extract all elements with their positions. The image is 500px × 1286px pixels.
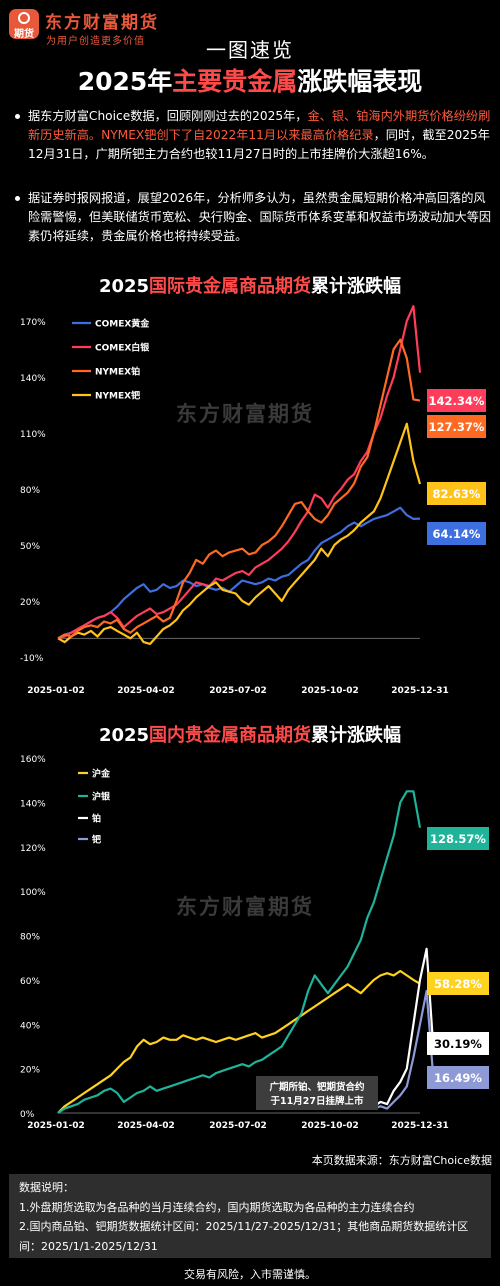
chart-1-legend-label: NYMEX钯 xyxy=(95,390,140,402)
chart-1-title-year: 2025 xyxy=(98,276,150,297)
risk-warning: 交易有风险，入市需谨慎。 xyxy=(184,1268,316,1281)
data-source: 本页数据来源：东方财富Choice数据 xyxy=(311,1154,492,1167)
chart-2-end-label: 16.49% xyxy=(434,1071,482,1085)
chart-2-y-tick: 120% xyxy=(20,844,46,854)
title-highlight: 主要贵金属 xyxy=(172,67,298,96)
chart-1-x-tick: 2025-01-02 xyxy=(27,686,85,696)
chart-2-end-label: 58.28% xyxy=(434,977,482,991)
chart-2-series-line xyxy=(373,989,435,1110)
chart-2-title: 2025国内贵金属商品期货累计涨跌幅 xyxy=(0,721,500,747)
paragraph-2: 据证券时报网报道，展望2026年，分析师多认为，虽然贵金属短期价格冲高回落的风险… xyxy=(14,189,492,246)
chart-2-x-tick: 2025-01-02 xyxy=(27,1121,85,1131)
chart-2-x-tick: 2025-10-02 xyxy=(301,1121,359,1131)
logo-mark-icon xyxy=(18,12,30,24)
chart-2-legend-label: 钯 xyxy=(92,834,101,846)
chart-1-end-label-box xyxy=(427,415,486,438)
kicker: 一图速览 xyxy=(206,38,294,62)
chart-2-end-label: 30.19% xyxy=(434,1037,482,1051)
chart-2-end-label-box xyxy=(427,1066,489,1089)
chart-2-x-tick: 2025-07-02 xyxy=(209,1121,267,1131)
chart-1-y-tick: 110% xyxy=(20,430,46,440)
chart-2-legend-label: 沪金 xyxy=(92,768,111,780)
chart-2-y-tick: 140% xyxy=(20,799,46,809)
note-1: 1.外盘期货选取为各品种的当月连续合约，国内期货选取为各品种的主力连续合约 xyxy=(19,1200,415,1214)
chart-1-x-tick: 2025-04-02 xyxy=(117,686,175,696)
chart-2-annotation-box xyxy=(256,1076,378,1110)
chart-2-y-tick: 100% xyxy=(20,888,46,898)
chart-1-series-line xyxy=(57,338,421,640)
chart-1-end-label-box xyxy=(427,389,486,412)
chart-2-annotation-text: 于11月27日挂牌上市 xyxy=(271,1095,364,1107)
chart-1-end-label-box xyxy=(427,482,486,505)
chart-1-x-tick: 2025-10-02 xyxy=(301,686,359,696)
chart-1-end-label-box xyxy=(427,522,486,545)
chart-1-y-tick: 80% xyxy=(20,486,40,496)
chart-1-y-tick: 20% xyxy=(20,598,40,608)
data-notes: 数据说明： 1.外盘期货选取为各品种的当月连续合约，国内期货选取为各品种的主力连… xyxy=(9,1174,491,1258)
brand-slogan: 为用户创造更多价值 xyxy=(46,36,145,47)
notes-title: 数据说明： xyxy=(19,1181,74,1194)
chart-2-y-tick: 20% xyxy=(20,1066,40,1076)
chart-2-end-label: 128.57% xyxy=(430,832,486,846)
chart-1-legend-label: NYMEX铂 xyxy=(95,366,140,378)
brand-name: 东方财富期货 xyxy=(45,13,159,33)
paragraph-1: 据东方财富Choice数据，回顾刚刚过去的2025年，金、银、铂海内外期货价格纷… xyxy=(14,107,492,164)
chart-1-series-line xyxy=(57,305,422,640)
logo-text: 期货 xyxy=(14,29,34,40)
chart-1-x-tick: 2025-12-31 xyxy=(391,686,449,696)
chart-1-legend-label: COMEX白银 xyxy=(95,342,150,354)
chart-2-y-tick: 160% xyxy=(20,755,46,765)
chart-2-series-line xyxy=(373,947,435,1108)
chart-2-title-year: 2025 xyxy=(98,725,150,746)
chart-1-y-tick: 50% xyxy=(20,542,40,552)
chart-2-end-label-box xyxy=(427,827,489,850)
chart-1-end-label: 127.37% xyxy=(429,420,485,434)
chart-2-y-tick: 60% xyxy=(20,977,40,987)
chart-1-title-suffix: 累计涨跌幅 xyxy=(311,276,402,297)
paragraph-1-a: 据东方财富Choice数据，回顾刚刚过去的2025年， xyxy=(28,109,308,123)
chart-2-y-tick: 0% xyxy=(20,1110,35,1120)
chart-1-series-line xyxy=(57,422,422,646)
chart-1-y-tick: 170% xyxy=(20,318,46,328)
note-2: 2.国内商品铂、钯期货数据统计区间：2025/11/27-2025/12/31；… xyxy=(19,1220,469,1253)
chart-2-x-tick: 2025-04-02 xyxy=(117,1121,175,1131)
chart-1-legend-label: COMEX黄金 xyxy=(95,318,150,330)
chart-1-title-highlight: 国际贵金属商品期货 xyxy=(149,276,312,297)
chart-1-end-label: 64.14% xyxy=(433,527,481,541)
paragraph-1-c: ，同时，截至2025年12月31日，广期所钯主力合约也较11月27日时的上市挂牌… xyxy=(28,128,490,161)
chart-2-legend-label: 沪银 xyxy=(92,791,111,803)
chart-1-x-tick: 2025-07-02 xyxy=(209,686,267,696)
chart-1-title: 2025国际贵金属商品期货累计涨跌幅 xyxy=(0,272,500,298)
paragraph-1-highlight: 金、银、铂海内外期货价格纷纷刷新历史新高。NYMEX钯创下了自2022年11月以… xyxy=(28,109,491,142)
chart-2-series-line xyxy=(57,790,422,1114)
title-suffix: 涨跌幅表现 xyxy=(297,67,423,96)
chart-2-legend-label: 铂 xyxy=(92,813,101,825)
title-year: 2025年 xyxy=(77,67,173,96)
chart-2-watermark: 东方财富期货 xyxy=(176,895,314,919)
chart-1-y-tick: 140% xyxy=(20,374,46,384)
chart-2-end-label-box xyxy=(427,1032,489,1055)
chart-2-title-highlight: 国内贵金属商品期货 xyxy=(149,725,312,746)
chart-2-y-tick: 80% xyxy=(20,933,40,943)
chart-1-end-label: 82.63% xyxy=(433,487,481,501)
chart-1-watermark: 东方财富期货 xyxy=(176,402,314,426)
chart-2-title-suffix: 累计涨跌幅 xyxy=(311,725,402,746)
chart-2-end-label-box xyxy=(427,972,489,995)
page-title: 2025年主要贵金属涨跌幅表现 xyxy=(0,62,500,98)
chart-1-end-label: 142.34% xyxy=(429,394,485,408)
chart-2-annotation-text: 广期所铂、钯期货合约 xyxy=(269,1081,364,1093)
brand-logo: 期货 xyxy=(9,9,39,40)
chart-1-y-tick: -10% xyxy=(20,654,44,664)
chart-2-series-line xyxy=(57,969,421,1114)
chart-2-x-tick: 2025-12-31 xyxy=(391,1121,449,1131)
chart-1-series-line xyxy=(57,506,421,640)
chart-2-y-tick: 40% xyxy=(20,1021,40,1031)
